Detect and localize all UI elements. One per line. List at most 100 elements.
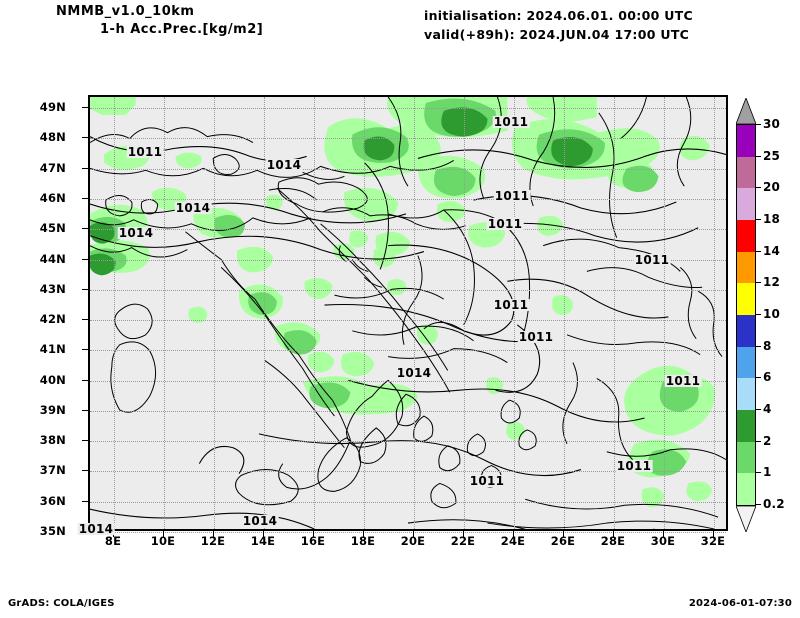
gridline-horizontal [90, 259, 726, 261]
gridline-vertical [414, 97, 415, 529]
map-plot-area[interactable] [88, 95, 728, 533]
gridline-horizontal [90, 138, 726, 140]
pressure-contour-label: 1011 [615, 459, 653, 473]
y-axis-tick [82, 440, 88, 442]
y-axis-tick [82, 137, 88, 139]
colorbar-tick [756, 250, 761, 252]
x-axis-tick [313, 531, 314, 537]
y-axis-tick [82, 288, 88, 290]
colorbar[interactable] [736, 124, 756, 506]
colorbar-tick-label: 20 [763, 180, 781, 195]
x-axis-tick [663, 531, 664, 537]
x-axis-tick-label: 22E [450, 534, 476, 548]
y-axis-tick-label: 45N [39, 221, 66, 236]
colorbar-tick-label: 10 [763, 307, 781, 321]
x-axis-tick [713, 531, 714, 537]
colorbar-segment [737, 219, 755, 252]
pressure-contour-label: 1011 [633, 253, 671, 267]
x-axis-tick [213, 531, 214, 537]
x-axis-tick-label: 12E [200, 534, 226, 548]
gridline-vertical [464, 97, 465, 529]
x-axis-tick-label: 8E [104, 534, 122, 548]
gridline-vertical [364, 97, 365, 529]
gridline-vertical [564, 97, 565, 529]
y-axis-tick [82, 379, 88, 381]
pressure-contour-label: 1011 [126, 145, 164, 159]
y-axis-tick-label: 35N [39, 524, 66, 538]
initialisation-time: initialisation: 2024.06.01. 00:00 UTC [424, 8, 693, 23]
pressure-contour-label: 1014 [77, 522, 115, 536]
y-axis-tick [82, 107, 88, 109]
gridline-horizontal [90, 320, 726, 322]
y-axis-tick-label: 48N [39, 130, 66, 145]
gridline-horizontal [90, 501, 726, 503]
footer-credit: GrADS: COLA/IGES [8, 598, 115, 609]
y-axis-tick [82, 470, 88, 472]
colorbar-segment [737, 409, 755, 442]
pressure-contour-label: 1011 [493, 189, 531, 203]
x-axis-tick-label: 16E [300, 534, 326, 548]
colorbar-tick [756, 409, 761, 410]
colorbar-tick [756, 472, 761, 474]
colorbar-segment [737, 124, 755, 157]
footer-timestamp: 2024-06-01-07:30 [688, 598, 792, 609]
colorbar-tick-label: 30 [763, 117, 781, 131]
gridline-vertical [164, 97, 165, 529]
gridline-horizontal [90, 198, 726, 200]
pressure-contour-label: 1014 [265, 158, 303, 172]
pressure-contour-label: 1014 [241, 514, 279, 528]
pressure-contour-label: 1014 [117, 226, 155, 240]
pressure-contour-label: 1011 [492, 298, 530, 312]
y-axis-tick-label: 38N [39, 433, 66, 448]
y-axis-tick-label: 37N [39, 463, 66, 478]
x-axis-tick-label: 30E [650, 534, 676, 548]
x-axis-tick [613, 531, 614, 537]
colorbar-tick-label: 12 [763, 275, 781, 290]
y-axis-tick-label: 43N [39, 281, 66, 296]
colorbar-below-min-arrow [735, 505, 757, 534]
colorbar-tick-label: 6 [763, 370, 772, 385]
colorbar-tick [756, 219, 761, 220]
y-axis-tick-label: 42N [39, 312, 66, 327]
model-title: NMMB_v1.0_10km [56, 4, 195, 19]
pressure-contour-label: 1011 [468, 474, 506, 488]
x-axis-tick-label: 24E [500, 534, 526, 548]
colorbar-tick [756, 282, 761, 284]
colorbar-tick [756, 155, 761, 157]
gridline-horizontal [90, 532, 726, 533]
x-axis-tick [463, 531, 464, 537]
colorbar-segment [737, 155, 755, 189]
gridline-vertical [264, 97, 265, 529]
gridline-vertical [114, 97, 115, 529]
gridline-vertical [664, 97, 665, 529]
x-axis-tick-label: 14E [250, 534, 276, 548]
pressure-contour-label: 1011 [517, 330, 555, 344]
colorbar-tick [756, 440, 761, 442]
colorbar-tick-label: 8 [763, 338, 772, 353]
pressure-contour-label: 1014 [174, 201, 212, 215]
y-axis-tick [82, 409, 88, 411]
colorbar-tick [756, 504, 761, 505]
colorbar-tick-label: 2 [763, 433, 772, 448]
colorbar-tick-label: 4 [763, 402, 772, 416]
y-axis-tick [82, 319, 88, 321]
y-axis-tick-label: 40N [39, 372, 66, 387]
gridline-vertical [314, 97, 315, 529]
y-axis-tick [82, 228, 88, 230]
gridline-horizontal [90, 410, 726, 412]
x-axis-tick-label: 28E [600, 534, 626, 548]
x-axis-tick-label: 20E [400, 534, 426, 548]
gridline-horizontal [90, 441, 726, 443]
colorbar-segment [737, 440, 755, 474]
pressure-contour-label: 1011 [664, 374, 702, 388]
x-axis-tick [263, 531, 264, 537]
y-axis-tick [82, 349, 88, 351]
pressure-contour-label: 1014 [395, 366, 433, 380]
colorbar-tick [756, 314, 761, 315]
gridline-horizontal [90, 289, 726, 291]
pressure-contour-label: 1011 [492, 115, 530, 129]
y-axis-tick-label: 46N [39, 190, 66, 205]
colorbar-segment [737, 472, 755, 505]
colorbar-tick [756, 345, 761, 347]
gridline-horizontal [90, 168, 726, 170]
